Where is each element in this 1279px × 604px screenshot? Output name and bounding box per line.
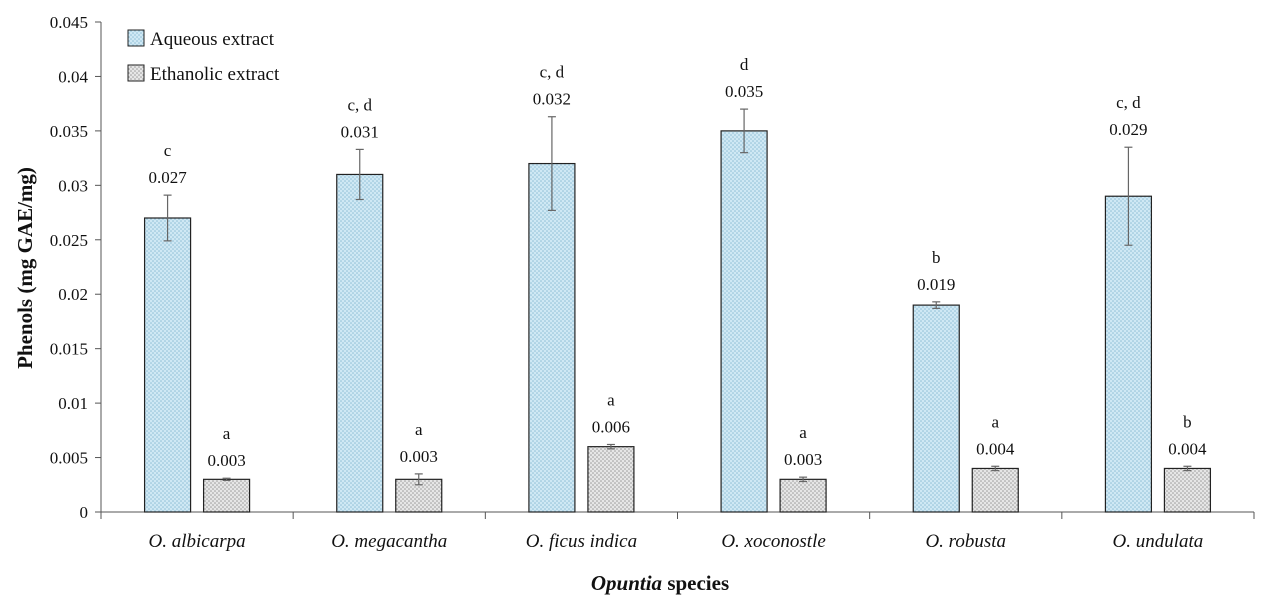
significance-label-aqueous: c, d [1116, 93, 1141, 112]
data-label-ethanolic: 0.004 [1168, 439, 1207, 458]
data-label-ethanolic: 0.004 [976, 439, 1015, 458]
y-tick-label: 0.045 [50, 13, 88, 32]
x-category-label: O. xoconostle [721, 531, 825, 552]
data-label-aqueous: 0.032 [533, 90, 571, 109]
x-axis-title-genus: Opuntia [591, 571, 662, 595]
significance-label-aqueous: c, d [540, 63, 565, 82]
data-label-aqueous: 0.019 [917, 275, 955, 294]
y-axis: 0 0.005 0.01 0.015 0.02 0.025 0.03 0.035 0.04 0.0… [50, 13, 102, 522]
significance-label-aqueous: c [164, 141, 172, 160]
data-label-aqueous: 0.027 [148, 168, 187, 187]
significance-label-aqueous: b [932, 248, 941, 267]
y-tick-label: 0.03 [58, 176, 88, 195]
x-category-label: O. albicarpa [149, 531, 246, 552]
x-category-label: O. ficus indica [526, 531, 637, 552]
data-label-ethanolic: 0.003 [400, 447, 438, 466]
significance-label-ethanolic: a [607, 390, 615, 409]
y-tick-label: 0.005 [50, 449, 88, 468]
y-tick-label: 0 [80, 503, 89, 522]
bar-aqueous [336, 173, 384, 513]
y-tick-label: 0.015 [50, 340, 88, 359]
data-label-ethanolic: 0.003 [207, 451, 245, 470]
x-axis-title-rest: species [662, 571, 729, 595]
x-category-label: O. megacantha [331, 531, 447, 552]
bars: 0.027 c 0.003 a 0.031 c, d 0.003 a 0.032 c, d 0.00… [143, 55, 1212, 513]
significance-label-aqueous: c, d [347, 95, 372, 114]
legend-swatch-ethanolic [127, 64, 145, 82]
bar-aqueous [720, 130, 768, 513]
bar-ethanolic [202, 478, 251, 513]
legend: Aqueous extract Ethanolic extract [127, 29, 280, 85]
y-tick-label: 0.01 [58, 394, 88, 413]
data-label-ethanolic: 0.003 [784, 450, 822, 469]
significance-label-ethanolic: a [415, 420, 423, 439]
data-label-aqueous: 0.029 [1109, 120, 1147, 139]
legend-label-aqueous: Aqueous extract [150, 29, 275, 50]
x-axis-title: Opuntia species [591, 571, 729, 595]
y-tick-label: 0.035 [50, 122, 88, 141]
bar-aqueous [1104, 195, 1153, 513]
significance-label-ethanolic: a [223, 424, 231, 443]
y-tick-label: 0.04 [58, 67, 88, 86]
x-category-label: O. undulata [1113, 531, 1204, 552]
significance-label-ethanolic: b [1183, 412, 1192, 431]
bar-aqueous [143, 217, 192, 513]
significance-label-aqueous: d [740, 55, 749, 74]
bar-ethanolic [971, 467, 1019, 513]
x-axis: O. albicarpa O. megacantha O. ficus indica… [100, 511, 1255, 552]
significance-label-ethanolic: a [799, 423, 807, 442]
legend-label-ethanolic: Ethanolic extract [150, 64, 280, 85]
bar-ethanolic [779, 478, 827, 513]
data-label-aqueous: 0.031 [341, 122, 379, 141]
bar-aqueous [912, 304, 960, 513]
legend-swatch-aqueous [127, 29, 145, 47]
bar-aqueous [528, 162, 576, 513]
bar-ethanolic [1163, 467, 1212, 513]
y-axis-title: Phenols (mg GAE/mg) [13, 167, 37, 369]
significance-label-ethanolic: a [991, 412, 999, 431]
x-category-label: O. robusta [925, 531, 1006, 552]
data-label-aqueous: 0.035 [725, 82, 763, 101]
y-tick-label: 0.025 [50, 231, 88, 250]
bar-ethanolic [587, 446, 635, 513]
data-label-ethanolic: 0.006 [592, 417, 630, 436]
y-tick-label: 0.02 [58, 285, 88, 304]
